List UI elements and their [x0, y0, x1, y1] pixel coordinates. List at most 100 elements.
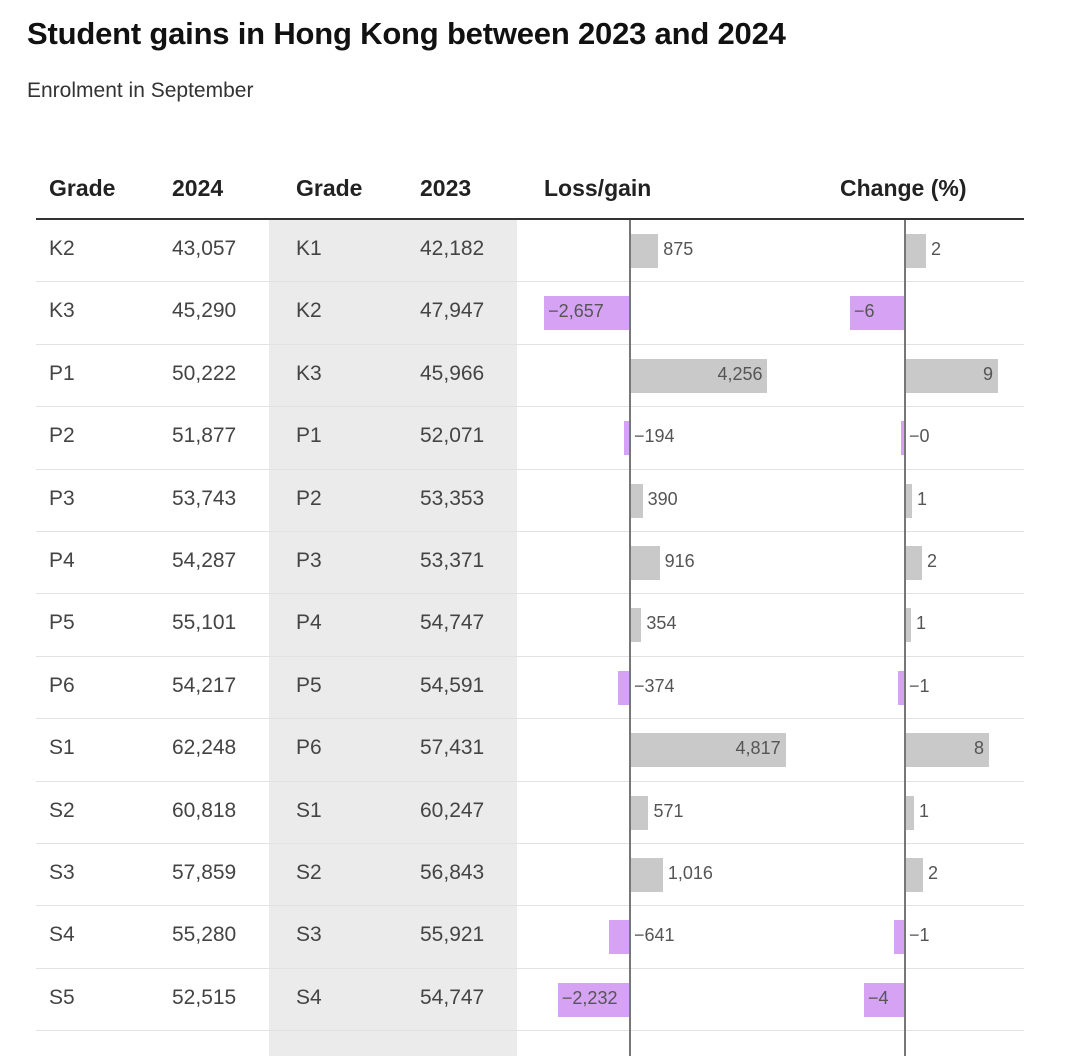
loss-gain-bar — [630, 483, 643, 518]
enrolment-2023-cell: 54,747 — [420, 985, 485, 1009]
grade-2023-cell: P6 — [296, 736, 322, 760]
enrolment-2023-cell: 42,182 — [420, 237, 485, 260]
change-pct-label: −1 — [909, 925, 930, 946]
loss-gain-label: 354 — [646, 613, 677, 634]
grade-2023-cell: K3 — [296, 361, 322, 385]
grade-2024-cell: P6 — [49, 673, 75, 697]
grade-2023-cell: S2 — [296, 860, 322, 884]
loss-gain-bar — [630, 358, 768, 393]
enrolment-2023-cell: 45,966 — [420, 361, 485, 385]
change-pct-bar — [894, 920, 905, 955]
change-pct-bar — [905, 795, 914, 830]
enrolment-2023-cell: 54,747 — [420, 611, 485, 635]
enrolment-2024-cell: 54,217 — [172, 673, 237, 697]
grade-2024-cell: S4 — [49, 923, 75, 947]
change-pct-bar — [850, 296, 905, 331]
enrolment-2024-cell: 55,101 — [172, 611, 237, 635]
change-pct-label: 1 — [916, 613, 927, 634]
table-row: S2 60,818 S1 60,247 571 1 — [36, 782, 1024, 844]
enrolment-2024-cell: 51,877 — [172, 424, 237, 448]
loss-gain-bar — [630, 608, 642, 643]
loss-gain-bar — [623, 421, 630, 456]
grade-2023-cell: P2 — [296, 486, 322, 510]
change-pct-label: −4 — [868, 987, 889, 1008]
table-row: P4 54,287 P3 53,371 916 2 — [36, 532, 1024, 595]
change-pct-label: −0 — [909, 426, 930, 447]
change-pct-label: −6 — [854, 301, 875, 322]
loss-gain-label: −2,232 — [561, 987, 618, 1008]
loss-gain-bar — [609, 920, 630, 955]
loss-gain-label: −2,657 — [548, 301, 604, 322]
table-row: P1 50,222 K3 45,966 4,256 9 — [36, 345, 1024, 408]
grade-2023-cell: S4 — [296, 985, 322, 1009]
change-pct-bar — [905, 857, 923, 892]
loss-gain-label: 916 — [664, 550, 695, 571]
table-row: K2 43,057 K1 42,182 875 2 — [36, 220, 1024, 283]
loss-gain-label: 4,817 — [735, 738, 781, 759]
change-pct-label: 2 — [927, 550, 938, 571]
chart-subtitle: Enrolment in September — [27, 79, 254, 102]
loss-gain-label: −374 — [634, 675, 675, 696]
grade-2024-cell: P2 — [49, 424, 75, 448]
loss-gain-bar — [630, 857, 663, 892]
header-loss-gain: Loss/gain — [544, 175, 652, 201]
loss-gain-bar — [630, 234, 659, 268]
change-pct-bar — [905, 483, 912, 518]
grade-2023-cell: P4 — [296, 611, 322, 635]
enrolment-2023-cell: 55,921 — [420, 923, 485, 947]
enrolment-2024-cell: 55,280 — [172, 923, 237, 947]
loss-gain-label: 4,256 — [717, 363, 763, 384]
table-body: K2 43,057 K1 42,182 875 2 K3 45,290 K2 47,947 −2,6… — [36, 220, 1024, 1032]
change-pct-bar — [905, 733, 989, 768]
grade-2024-cell: K2 — [49, 237, 75, 260]
loss-gain-label: 390 — [647, 488, 678, 509]
table-row: P3 53,743 P2 53,353 390 1 — [36, 470, 1024, 532]
grade-2024-cell: P5 — [49, 611, 75, 635]
enrolment-2023-cell: 57,431 — [420, 736, 485, 760]
grade-2024-cell: P1 — [49, 361, 75, 385]
loss-gain-label: −194 — [634, 426, 675, 447]
header-grade-2023: Grade — [296, 175, 363, 201]
change-pct-bar — [905, 545, 922, 580]
change-pct-label: 2 — [928, 862, 939, 883]
grade-2023-cell: S1 — [296, 798, 322, 822]
enrolment-2024-cell: 52,515 — [172, 985, 237, 1009]
header-2023: 2023 — [420, 175, 472, 201]
loss-gain-bar — [617, 670, 630, 705]
grade-2024-cell: P3 — [49, 486, 75, 510]
enrolment-table: Grade 2024 Grade 2023 Loss/gain Change (… — [36, 158, 1024, 1056]
loss-gain-label: 571 — [653, 800, 684, 821]
grade-2023-cell: P5 — [296, 673, 322, 697]
header-grade-2024: Grade — [49, 175, 116, 201]
change-pct-bar — [905, 608, 911, 643]
enrolment-2024-cell: 53,743 — [172, 486, 237, 510]
chart-title: Student gains in Hong Kong between 2023 … — [27, 16, 786, 51]
change-pct-bar — [905, 234, 926, 268]
table-row: S5 52,515 S4 54,747 −2,232 −4 — [36, 969, 1024, 1032]
loss-gain-label: 1,016 — [667, 862, 713, 883]
table-row: S3 57,859 S2 56,843 1,016 2 — [36, 844, 1024, 907]
change-pct-bar — [905, 358, 998, 393]
grade-2024-cell: S2 — [49, 798, 75, 822]
change-pct-label: 1 — [919, 800, 930, 821]
loss-gain-bar — [630, 545, 660, 580]
table-row: S1 62,248 P6 57,431 4,817 8 — [36, 719, 1024, 782]
table-row: P2 51,877 P1 52,071 −194 −0 — [36, 407, 1024, 470]
loss-gain-label: 875 — [663, 239, 694, 259]
grade-2024-cell: P4 — [49, 548, 75, 572]
table-row: P6 54,217 P5 54,591 −374 −1 — [36, 657, 1024, 720]
grade-2023-cell: P1 — [296, 424, 322, 448]
loss-gain-zero-axis — [629, 220, 631, 1056]
enrolment-2024-cell: 54,287 — [172, 548, 237, 572]
header-change-pct: Change (%) — [840, 175, 967, 201]
enrolment-2024-cell: 43,057 — [172, 237, 237, 260]
change-pct-label: −1 — [909, 675, 930, 696]
enrolment-2023-cell: 47,947 — [420, 299, 485, 323]
enrolment-2023-cell: 56,843 — [420, 860, 485, 884]
enrolment-2024-cell: 60,818 — [172, 798, 237, 822]
table-row: P5 55,101 P4 54,747 354 1 — [36, 594, 1024, 657]
change-pct-bar — [898, 670, 905, 705]
enrolment-2023-cell: 54,591 — [420, 673, 485, 697]
grade-2024-cell: S5 — [49, 985, 75, 1009]
enrolment-2024-cell: 45,290 — [172, 299, 237, 323]
